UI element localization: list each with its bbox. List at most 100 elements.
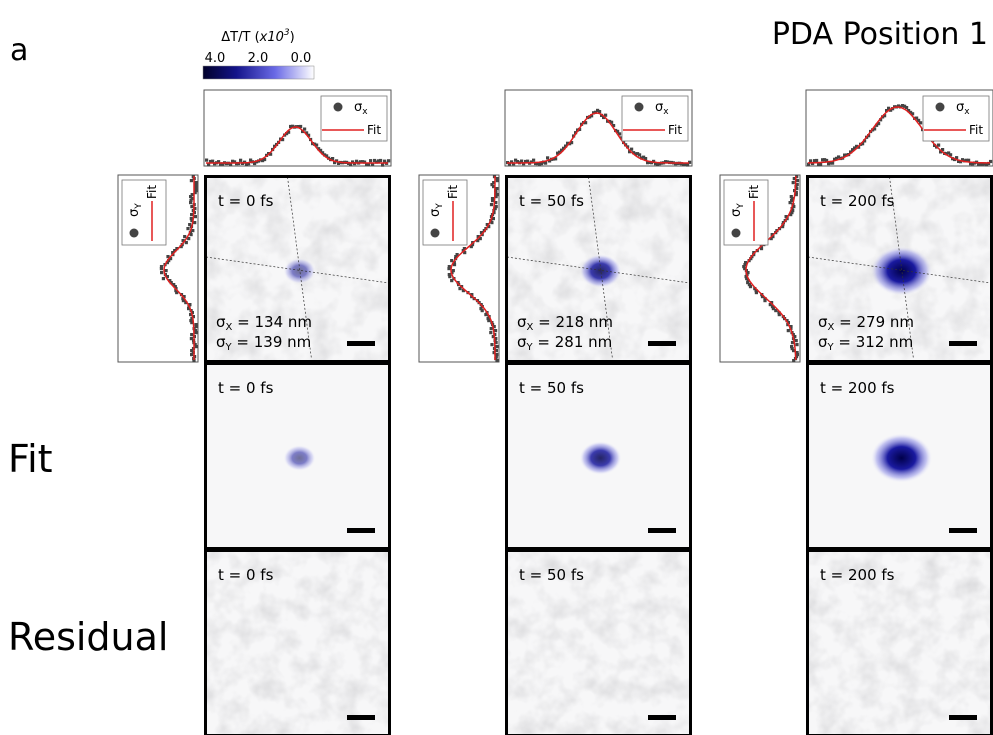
profile-point — [628, 150, 632, 154]
stat-value: = 139 nm — [232, 333, 312, 351]
profile-point — [172, 283, 176, 287]
profile-point — [969, 162, 973, 166]
image-frame — [204, 549, 391, 735]
profile-point — [494, 349, 498, 353]
profile-point — [979, 162, 983, 166]
image-frame — [505, 549, 692, 735]
profile-point — [907, 109, 911, 113]
profile-point — [165, 261, 169, 265]
profile-point — [835, 156, 839, 160]
profile-point — [530, 160, 534, 164]
profile-point — [961, 158, 965, 162]
profile-point — [985, 163, 989, 167]
stat-symbol: σ — [818, 333, 828, 351]
legend-symbol: σ — [655, 100, 663, 115]
profile-point — [159, 265, 164, 269]
image-frame — [505, 175, 692, 363]
profile-point — [540, 162, 544, 166]
sigma-stat: σX = 279 nm — [818, 313, 914, 333]
legend-sigma: σY — [127, 203, 144, 217]
profile-point — [790, 347, 794, 351]
profile-point — [911, 112, 915, 116]
profile-point — [754, 291, 758, 295]
profile-point — [877, 122, 881, 126]
profile-point — [189, 179, 193, 183]
profile-point — [229, 162, 233, 166]
profile-point — [983, 162, 987, 166]
profile-point — [194, 187, 198, 191]
profile-point — [612, 124, 616, 128]
profile-point — [451, 269, 455, 273]
profile-point — [193, 215, 197, 219]
profile-point — [493, 207, 497, 211]
legend-dot — [634, 102, 644, 112]
profile-point — [494, 355, 498, 359]
profile-point — [770, 233, 774, 237]
profile-point — [491, 335, 495, 339]
profile-point — [784, 215, 788, 219]
profile-point — [485, 223, 489, 227]
profile-point — [463, 251, 467, 255]
profile-point — [596, 108, 600, 112]
crosshair — [889, 176, 914, 360]
profile-point — [161, 277, 165, 281]
sigma-stat: σY = 139 nm — [216, 333, 311, 353]
profile-point — [190, 333, 194, 337]
profile-point — [365, 162, 369, 166]
image-frame — [806, 549, 993, 735]
sigma-stat: σX = 134 nm — [216, 313, 312, 333]
profile-point — [491, 217, 495, 221]
profile-point — [897, 104, 901, 108]
profile-point — [790, 341, 795, 345]
time-label: t = 50 fs — [519, 566, 584, 584]
profile-point — [777, 311, 781, 315]
profile-point — [790, 345, 794, 349]
image-frame — [204, 362, 391, 550]
profile-point — [490, 343, 494, 347]
profile-point — [658, 162, 662, 166]
legend-dot — [935, 102, 945, 112]
profile-point — [381, 163, 385, 167]
profile-point — [742, 265, 746, 269]
profile-point — [299, 124, 303, 129]
profile-point — [863, 139, 867, 143]
profile-point — [194, 325, 198, 329]
profile-point — [174, 289, 178, 293]
profile-point — [604, 113, 608, 117]
scale-bar — [949, 341, 977, 346]
profile-point — [221, 162, 225, 166]
profile-point — [189, 201, 193, 205]
profile-point — [532, 158, 536, 162]
profile-point — [476, 239, 480, 243]
profile-point — [494, 201, 498, 205]
profile-point — [187, 237, 191, 241]
signal-spot — [283, 258, 316, 284]
profile-point — [455, 253, 459, 257]
profile-point — [484, 313, 488, 317]
profile-point — [494, 329, 498, 333]
profile-point — [989, 159, 993, 164]
profile-point — [355, 159, 359, 163]
profile-point — [494, 191, 498, 195]
profile-point — [849, 150, 853, 154]
scale-bar — [648, 528, 676, 533]
profile-point — [792, 359, 796, 363]
profile-point — [686, 163, 690, 167]
profile-point — [337, 161, 341, 165]
profile-point — [182, 295, 186, 299]
legend-fit: Fit — [969, 123, 983, 137]
profile-point — [516, 160, 520, 164]
profile-point — [654, 162, 658, 166]
legend-sub: x — [362, 107, 368, 117]
colorbar — [202, 65, 315, 80]
profile-point — [492, 181, 496, 185]
profile-point — [544, 161, 548, 165]
profile-point — [301, 129, 305, 134]
legend-dot — [333, 102, 343, 112]
profile-point — [186, 227, 190, 231]
stat-sub: X — [828, 322, 835, 333]
profile-point — [245, 162, 249, 166]
profile-point — [748, 285, 753, 289]
profile-point — [790, 199, 794, 203]
